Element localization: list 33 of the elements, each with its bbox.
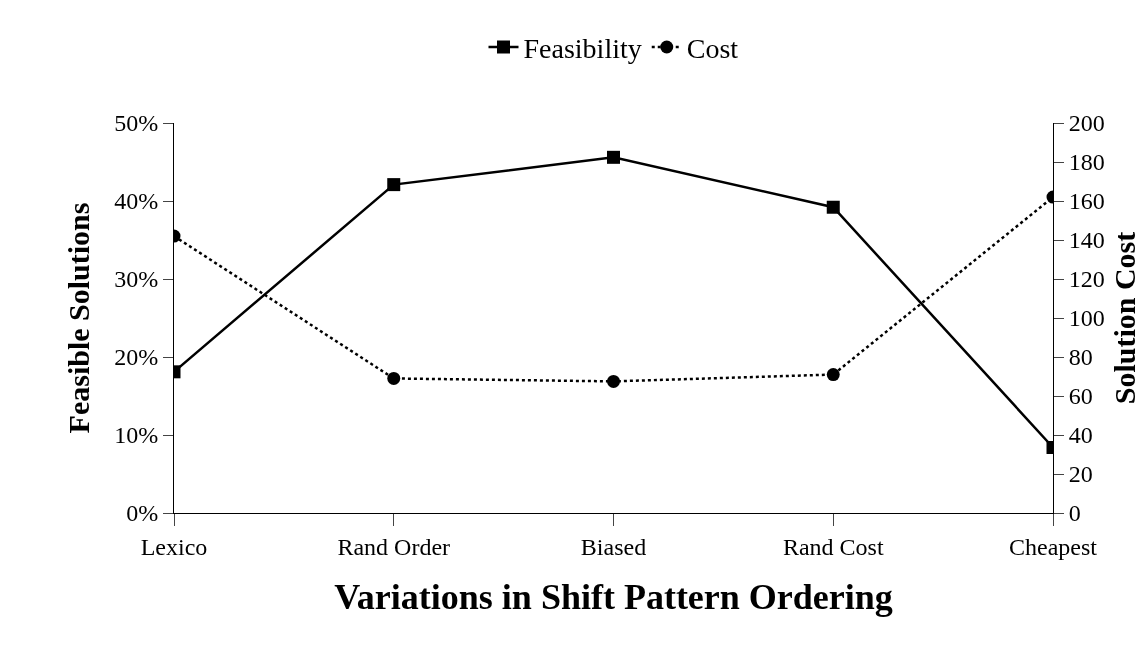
x-tick-label: Cheapest — [1009, 533, 1098, 560]
y2-tick-label: 180 — [1068, 149, 1105, 176]
y2-tick-label: 80 — [1068, 344, 1093, 371]
y2-tick-label: 160 — [1068, 188, 1105, 215]
y2-tick-label: 0 — [1068, 500, 1081, 527]
x-tick-label: Lexico — [140, 533, 208, 560]
y-tick-label: 30% — [114, 266, 159, 293]
x-tick-label: Rand Order — [337, 533, 451, 560]
y2-tick-label: 140 — [1068, 227, 1105, 254]
point — [607, 374, 620, 388]
y-tick-label: 20% — [114, 344, 159, 371]
point — [826, 200, 840, 214]
y-tick-label: 50% — [114, 110, 159, 137]
y2-tick-label: 120 — [1068, 266, 1105, 293]
y2-tick-label: 100 — [1068, 305, 1105, 332]
y2-axis-title: Solution Cost — [1108, 231, 1142, 405]
y2-tick-label: 200 — [1068, 110, 1105, 137]
legend-label: Feasibility — [523, 32, 642, 64]
y2-tick-label: 20 — [1068, 461, 1093, 488]
legend-label: Cost — [686, 32, 739, 64]
y-tick-label: 0% — [126, 500, 159, 527]
x-tick-label: Rand Cost — [782, 533, 884, 560]
x-tick-label: Biased — [580, 533, 647, 560]
y-tick-label: 10% — [114, 422, 159, 449]
y2-tick-label: 40 — [1068, 422, 1093, 449]
point — [607, 150, 620, 164]
y-tick-label: 40% — [114, 188, 159, 215]
point — [387, 178, 401, 192]
point — [826, 368, 840, 382]
y2-tick-label: 60 — [1068, 383, 1093, 410]
y-axis-title: Feasible Solutions — [62, 202, 96, 434]
point — [387, 371, 401, 385]
x-axis-title: Variations in Shift Pattern Ordering — [334, 577, 893, 618]
